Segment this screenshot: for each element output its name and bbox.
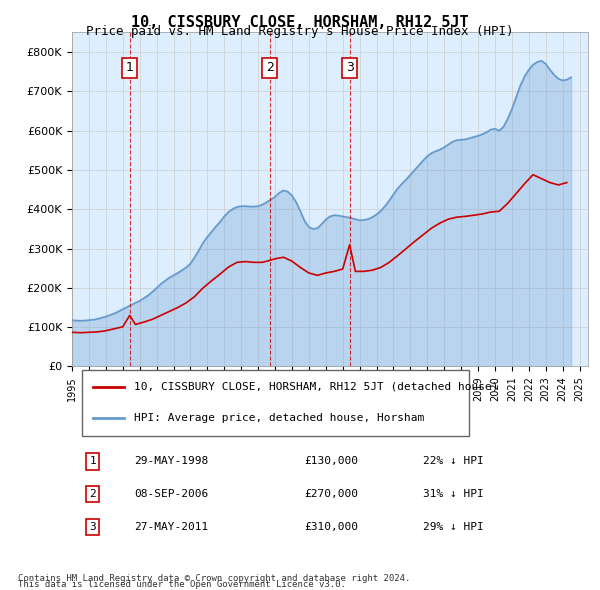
Text: 10, CISSBURY CLOSE, HORSHAM, RH12 5JT (detached house): 10, CISSBURY CLOSE, HORSHAM, RH12 5JT (d… xyxy=(134,382,499,392)
Text: Price paid vs. HM Land Registry's House Price Index (HPI): Price paid vs. HM Land Registry's House … xyxy=(86,25,514,38)
Text: HPI: Average price, detached house, Horsham: HPI: Average price, detached house, Hors… xyxy=(134,412,424,422)
Text: 29% ↓ HPI: 29% ↓ HPI xyxy=(423,522,484,532)
Text: 31% ↓ HPI: 31% ↓ HPI xyxy=(423,489,484,499)
Text: 1: 1 xyxy=(126,61,134,74)
Text: 2: 2 xyxy=(266,61,274,74)
Text: 27-MAY-2011: 27-MAY-2011 xyxy=(134,522,208,532)
FancyBboxPatch shape xyxy=(82,370,469,436)
Text: This data is licensed under the Open Government Licence v3.0.: This data is licensed under the Open Gov… xyxy=(18,581,346,589)
Text: £310,000: £310,000 xyxy=(304,522,358,532)
Text: 22% ↓ HPI: 22% ↓ HPI xyxy=(423,456,484,466)
Text: 10, CISSBURY CLOSE, HORSHAM, RH12 5JT: 10, CISSBURY CLOSE, HORSHAM, RH12 5JT xyxy=(131,15,469,30)
Text: £270,000: £270,000 xyxy=(304,489,358,499)
Text: Contains HM Land Registry data © Crown copyright and database right 2024.: Contains HM Land Registry data © Crown c… xyxy=(18,574,410,583)
Text: 08-SEP-2006: 08-SEP-2006 xyxy=(134,489,208,499)
Text: 3: 3 xyxy=(346,61,353,74)
Text: 3: 3 xyxy=(89,522,96,532)
Text: 29-MAY-1998: 29-MAY-1998 xyxy=(134,456,208,466)
Text: 2: 2 xyxy=(89,489,96,499)
Text: 1: 1 xyxy=(89,456,96,466)
Text: £130,000: £130,000 xyxy=(304,456,358,466)
